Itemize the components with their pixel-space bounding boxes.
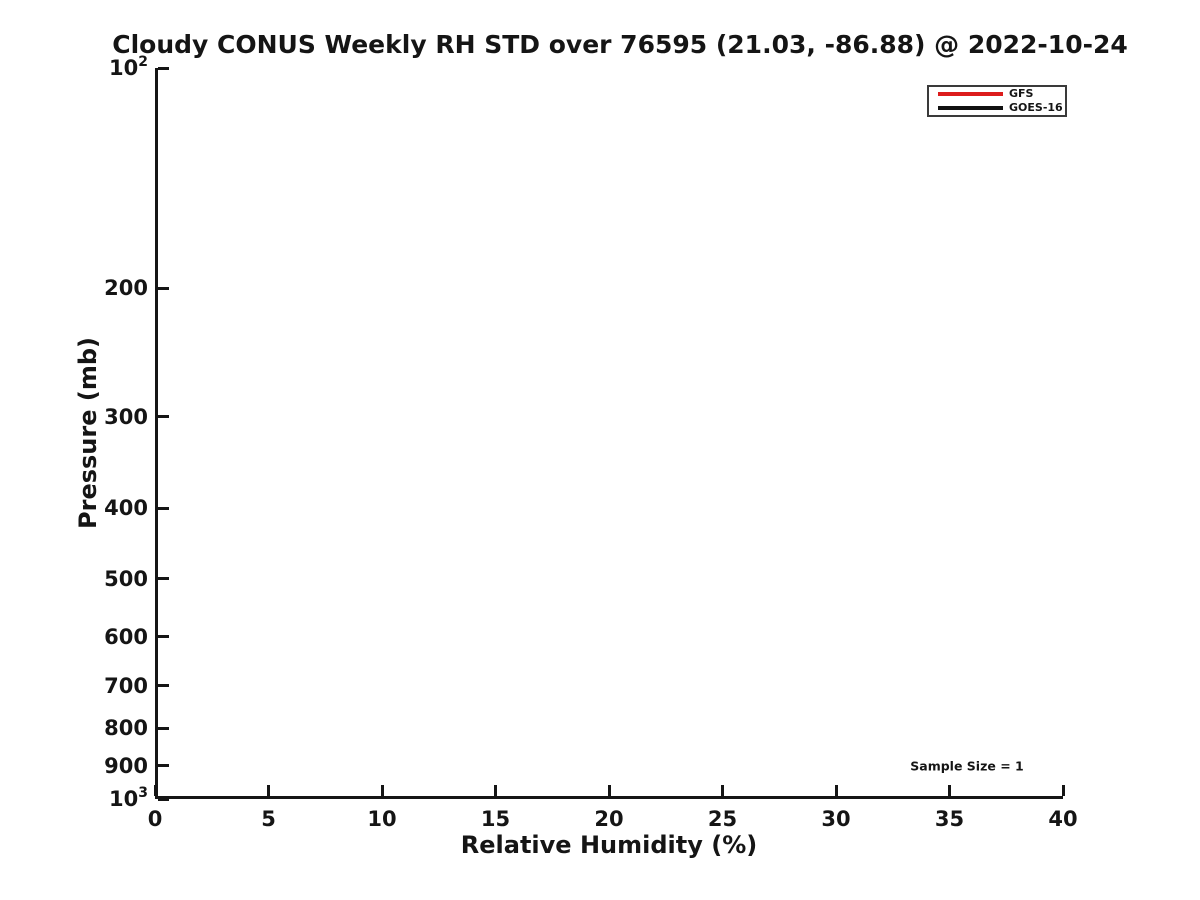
legend-label: GOES-16	[1009, 101, 1063, 114]
x-tick-label: 10	[367, 807, 397, 831]
legend-item: GFS	[938, 87, 1065, 101]
x-tick-mark	[834, 785, 838, 796]
chart-title: Cloudy CONUS Weekly RH STD over 76595 (2…	[112, 30, 1128, 59]
y-tick-mark	[158, 66, 169, 70]
y-tick-mark	[158, 764, 169, 768]
y-tick-mark	[158, 286, 169, 290]
legend-line-swatch	[938, 92, 1003, 96]
x-tick-label: 40	[1048, 807, 1078, 831]
y-tick-label: 400	[104, 496, 148, 521]
y-tick-exponent: 3	[138, 785, 148, 801]
x-tick-mark	[153, 785, 157, 796]
legend-line-swatch	[938, 106, 1003, 110]
x-tick-label: 20	[594, 807, 624, 831]
x-tick-mark	[1061, 785, 1065, 796]
y-tick-mark	[158, 506, 169, 510]
x-axis-label: Relative Humidity (%)	[460, 831, 758, 859]
legend-label: GFS	[1009, 87, 1034, 100]
y-tick-exponent: 2	[138, 54, 148, 70]
x-tick-mark	[267, 785, 270, 796]
y-axis-label: Pressure (mb)	[74, 337, 102, 529]
y-tick-mark	[158, 726, 169, 730]
x-tick-label: 30	[821, 807, 851, 831]
y-tick-mark	[158, 577, 169, 581]
x-tick-mark	[948, 785, 951, 796]
legend: GFS GOES-16	[927, 85, 1067, 117]
y-tick-mark	[158, 415, 169, 419]
y-tick-label: 200	[104, 276, 148, 301]
y-tick-mark	[158, 797, 169, 801]
y-tick-label: 800	[104, 716, 148, 741]
x-tick-mark	[721, 785, 724, 796]
x-tick-label: 35	[934, 807, 965, 831]
x-tick-mark	[494, 785, 497, 796]
x-tick-label: 25	[707, 807, 738, 831]
y-tick-label: 900	[104, 753, 148, 778]
plot-area	[155, 68, 1063, 799]
x-tick-label: 15	[480, 807, 511, 831]
sample-size-annotation: Sample Size = 1	[910, 758, 1024, 774]
y-tick-label: 102	[109, 54, 148, 80]
y-tick-label: 300	[104, 404, 148, 429]
y-tick-label: 600	[104, 624, 148, 649]
y-tick-mark	[158, 635, 169, 639]
x-tick-mark	[380, 785, 384, 796]
y-tick-label: 500	[104, 566, 148, 591]
y-tick-label: 700	[104, 673, 148, 698]
y-tick-mark	[158, 684, 169, 688]
x-tick-label: 5	[261, 807, 276, 831]
legend-item: GOES-16	[938, 101, 1065, 115]
x-tick-mark	[607, 785, 611, 796]
y-tick-label: 103	[109, 785, 148, 811]
x-tick-label: 0	[147, 807, 163, 831]
